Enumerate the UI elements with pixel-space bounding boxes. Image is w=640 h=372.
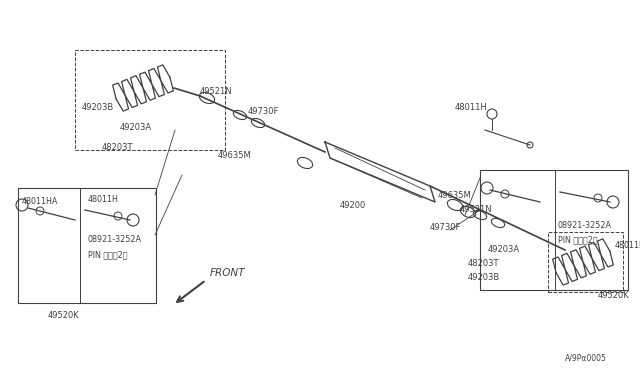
- Text: 49203B: 49203B: [468, 273, 500, 282]
- Text: 48011H: 48011H: [455, 103, 488, 112]
- Text: 49200: 49200: [340, 201, 366, 209]
- Text: 49203A: 49203A: [120, 124, 152, 132]
- Text: PIN ピン〈2〉: PIN ピン〈2〉: [558, 235, 598, 244]
- Text: 48011HA: 48011HA: [615, 241, 640, 250]
- Text: 49520K: 49520K: [598, 291, 630, 299]
- Text: 49730F: 49730F: [430, 224, 461, 232]
- Text: 08921-3252A: 08921-3252A: [558, 221, 612, 230]
- Text: 08921-3252A: 08921-3252A: [88, 235, 142, 244]
- Text: 48011HA: 48011HA: [22, 198, 58, 206]
- Text: FRONT: FRONT: [210, 268, 246, 278]
- Bar: [18, 188, 156, 303]
- Text: 49730F: 49730F: [248, 108, 280, 116]
- Text: 49635M: 49635M: [438, 190, 472, 199]
- Text: 49203B: 49203B: [82, 103, 115, 112]
- Text: A/9Pα0005: A/9Pα0005: [565, 353, 607, 362]
- Text: 49635M: 49635M: [218, 151, 252, 160]
- Text: PIN ピン〈2〉: PIN ピン〈2〉: [88, 250, 127, 260]
- Text: 49203A: 49203A: [488, 246, 520, 254]
- Bar: [548, 232, 623, 292]
- Text: 49521N: 49521N: [200, 87, 232, 96]
- Bar: [480, 170, 628, 290]
- Text: 48011H: 48011H: [88, 196, 119, 205]
- Bar: [75, 50, 225, 150]
- Text: 48203T: 48203T: [102, 144, 134, 153]
- Text: 49520K: 49520K: [48, 311, 80, 320]
- Text: 49521N: 49521N: [460, 205, 493, 215]
- Text: 48203T: 48203T: [468, 259, 499, 267]
